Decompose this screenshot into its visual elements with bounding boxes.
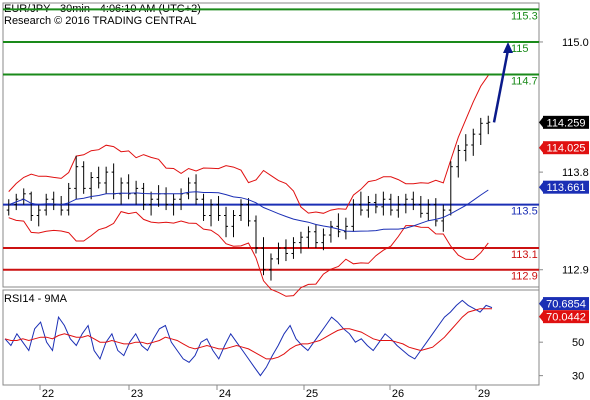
- price-tick-label-0: 115.0: [562, 37, 589, 49]
- chart-copyright: Research © 2016 TRADING CENTRAL: [4, 15, 197, 27]
- price-tag-bg-2: [543, 180, 589, 194]
- x-tick-label-5: 29: [478, 388, 490, 400]
- price-tag-pointer-2: [539, 182, 543, 193]
- level-label-0: 115.3: [511, 10, 538, 22]
- rsi-tick-label-1: 30: [572, 371, 584, 383]
- x-tick-label-0: 22: [42, 388, 54, 400]
- price-tag-label-0: 114.259: [547, 117, 586, 129]
- price-tick-label-1: 113.8: [562, 167, 589, 179]
- rsi-ma-line: [4, 308, 492, 360]
- level-label-5: 112.9: [511, 271, 538, 283]
- rsi-line: [4, 299, 493, 377]
- x-tick-label-1: 23: [131, 388, 143, 400]
- level-label-2: 114.7: [511, 76, 538, 88]
- rsi-tag-pointer-1: [539, 311, 543, 322]
- x-tick-label-3: 25: [306, 388, 318, 400]
- rsi-tag-pointer-0: [539, 298, 543, 309]
- price-tag-label-1: 114.025: [547, 143, 586, 155]
- rsi-tag-bg-1: [543, 310, 589, 324]
- x-tick-label-2: 24: [219, 388, 231, 400]
- moving-average-line: [8, 189, 489, 232]
- rsi-tag-label-0: 70.6854: [546, 299, 586, 311]
- price-tag-pointer-0: [539, 117, 543, 128]
- price-tag-pointer-1: [539, 142, 543, 153]
- rsi-tag-bg-0: [543, 297, 589, 311]
- price-tag-label-2: 113.661: [547, 182, 586, 194]
- rsi-tag-label-1: 70.0442: [546, 312, 586, 324]
- level-label-3: 113.5: [511, 206, 538, 218]
- level-label-1: 115: [511, 43, 529, 55]
- price-tag-bg-0: [543, 115, 589, 129]
- x-tick-label-4: 26: [392, 388, 404, 400]
- rsi-tick-label-0: 50: [572, 337, 584, 349]
- level-label-4: 113.1: [511, 249, 538, 261]
- price-tick-label-2: 112.9: [562, 265, 589, 277]
- forecast-arrow-line: [492, 49, 510, 123]
- lower-band-line: [8, 211, 489, 297]
- upper-band-line: [8, 75, 489, 214]
- price-tag-bg-1: [543, 141, 589, 155]
- forecast-arrow-head: [503, 41, 513, 53]
- rsi-title: RSI14 - 9MA: [4, 293, 68, 305]
